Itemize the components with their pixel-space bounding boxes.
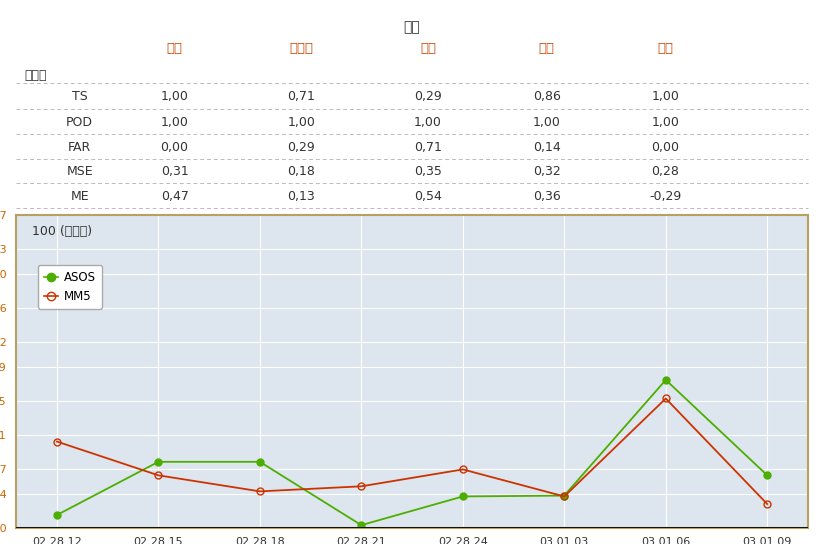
Text: 정확도: 정확도 — [24, 69, 47, 82]
Text: 1,00: 1,00 — [533, 116, 561, 129]
Text: 0,36: 0,36 — [533, 190, 561, 203]
Text: FAR: FAR — [68, 141, 91, 154]
Text: 0,32: 0,32 — [533, 165, 561, 178]
Text: 0,31: 0,31 — [161, 165, 188, 178]
Text: 1,00: 1,00 — [161, 116, 188, 129]
Text: 속초: 속초 — [166, 42, 183, 55]
Text: 100 (대관령): 100 (대관령) — [32, 225, 92, 238]
Text: 지점: 지점 — [404, 20, 420, 34]
Text: 태백: 태백 — [658, 42, 673, 55]
Text: 0,00: 0,00 — [161, 141, 188, 154]
Text: 0,86: 0,86 — [533, 90, 561, 103]
Text: 0,71: 0,71 — [287, 90, 315, 103]
Text: MSE: MSE — [66, 165, 93, 178]
Text: 0,47: 0,47 — [161, 190, 188, 203]
Text: 0,54: 0,54 — [414, 190, 441, 203]
Text: 0,71: 0,71 — [414, 141, 441, 154]
Text: TS: TS — [72, 90, 87, 103]
Legend: ASOS, MM5: ASOS, MM5 — [38, 265, 102, 308]
Text: 1,00: 1,00 — [287, 116, 315, 129]
Text: 0,14: 0,14 — [533, 141, 561, 154]
Text: 1,00: 1,00 — [651, 116, 679, 129]
Text: 0,29: 0,29 — [414, 90, 441, 103]
Text: 1,00: 1,00 — [161, 90, 188, 103]
Text: 0,28: 0,28 — [651, 165, 679, 178]
Text: 0,18: 0,18 — [287, 165, 315, 178]
Text: POD: POD — [66, 116, 93, 129]
Text: 1,00: 1,00 — [651, 90, 679, 103]
Text: -0,29: -0,29 — [650, 190, 681, 203]
Text: 0,00: 0,00 — [651, 141, 680, 154]
Text: 1,00: 1,00 — [414, 116, 441, 129]
Text: 강릅: 강릅 — [420, 42, 436, 55]
Text: 동해: 동해 — [539, 42, 555, 55]
Text: 대관령: 대관령 — [289, 42, 313, 55]
Text: 0,13: 0,13 — [287, 190, 315, 203]
Text: 0,29: 0,29 — [287, 141, 315, 154]
Text: 0,35: 0,35 — [414, 165, 441, 178]
Text: ME: ME — [70, 190, 89, 203]
